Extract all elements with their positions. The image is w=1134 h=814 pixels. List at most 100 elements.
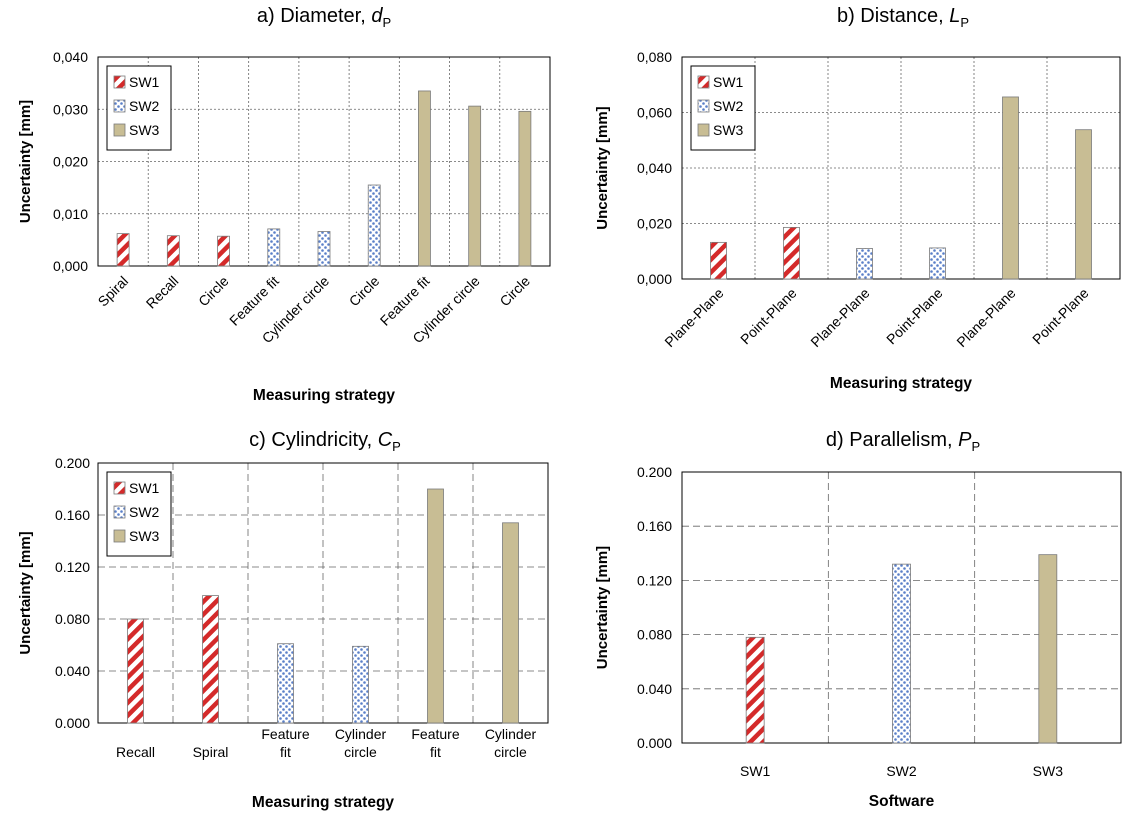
legend-swatch-sw2 xyxy=(697,99,710,113)
y-tick-label: 0,040 xyxy=(53,49,88,65)
category-label: Circle xyxy=(195,273,232,310)
y-tick-label: 0.000 xyxy=(55,715,90,731)
bar-c-5 xyxy=(502,522,519,724)
bar-b-4 xyxy=(1002,96,1019,280)
bar-c-3 xyxy=(352,645,369,724)
category-label: Feature xyxy=(261,726,309,742)
category-label: Plane-Plane xyxy=(661,285,726,350)
legend: SW1 SW2 SW3 xyxy=(106,471,172,557)
y-tick-label: 0,020 xyxy=(637,216,672,232)
legend-swatch-sw1 xyxy=(113,75,126,89)
x-axis-label: Measuring strategy xyxy=(252,794,395,811)
y-tick-label: 0.120 xyxy=(55,559,90,575)
category-label: Plane-Plane xyxy=(953,285,1018,350)
legend-swatch-sw1 xyxy=(697,75,710,89)
chart-title-subscript: P xyxy=(392,439,401,454)
chart-title-subscript: P xyxy=(971,439,980,454)
bar-a-7 xyxy=(468,105,482,267)
bar-d-1 xyxy=(892,563,911,744)
y-tick-label: 0.080 xyxy=(55,611,90,627)
bar-b-1 xyxy=(783,226,800,280)
category-label: Circle xyxy=(346,273,383,310)
legend-label: SW3 xyxy=(713,122,744,138)
category-label: SW3 xyxy=(1033,763,1064,779)
chart-title-subscript: P xyxy=(960,15,969,30)
y-tick-label: 0.160 xyxy=(55,507,90,523)
legend-label: SW1 xyxy=(129,480,160,496)
legend-swatch-sw1 xyxy=(113,481,126,495)
chart-title: d) Parallelism, PP xyxy=(826,429,980,454)
chart-title-variable: d xyxy=(371,5,383,27)
category-label: Point-Plane xyxy=(737,285,800,348)
legend-label: SW2 xyxy=(129,98,160,114)
legend-swatch-sw3 xyxy=(113,123,126,137)
legend-swatch-sw3 xyxy=(697,123,710,137)
chart-title: a) Diameter, dP xyxy=(257,5,391,30)
legend-label: SW1 xyxy=(129,74,160,90)
category-label: circle xyxy=(344,744,377,760)
legend-swatch-sw2 xyxy=(113,505,126,519)
y-tick-label: 0,060 xyxy=(637,105,672,121)
chart-panel-a: 0,000 0,010 0,020 0,030 0,040 Spiral Recall Cir… xyxy=(17,5,551,404)
chart-title: b) Distance, LP xyxy=(837,5,969,30)
category-label: Point-Plane xyxy=(1029,285,1092,348)
y-tick-label: 0.200 xyxy=(637,464,672,480)
category-label: Feature xyxy=(411,726,459,742)
y-tick-label: 0.080 xyxy=(637,627,672,643)
y-axis-label: Uncertainty [mm] xyxy=(594,546,611,669)
y-axis-label: Uncertainty [mm] xyxy=(594,106,611,229)
chart-title-text: d) Parallelism, xyxy=(826,429,958,451)
chart-title-text: b) Distance, xyxy=(837,5,949,27)
category-label: SW1 xyxy=(740,763,771,779)
y-tick-label: 0,000 xyxy=(53,258,88,274)
legend-swatch-sw2 xyxy=(113,99,126,113)
y-tick-label: 0,030 xyxy=(53,101,88,117)
bar-c-4 xyxy=(427,488,444,724)
legend-label: SW2 xyxy=(129,504,160,520)
category-label: SW2 xyxy=(886,763,917,779)
legend-swatch-sw3 xyxy=(113,529,126,543)
bar-b-3 xyxy=(929,247,946,280)
legend-label: SW1 xyxy=(713,74,744,90)
bar-c-0 xyxy=(127,618,144,724)
y-tick-label: 0.000 xyxy=(637,735,672,751)
y-tick-label: 0.040 xyxy=(637,681,672,697)
y-axis-label: Uncertainty [mm] xyxy=(17,531,34,654)
category-label: Spiral xyxy=(95,273,132,310)
chart-title-text: a) Diameter, xyxy=(257,5,371,27)
bar-c-2 xyxy=(277,643,294,724)
bar-a-0 xyxy=(116,233,130,267)
category-label: Cylinder xyxy=(485,726,537,742)
y-tick-label: 0,040 xyxy=(637,160,672,176)
plot-frame xyxy=(681,56,1121,280)
chart-panel-c: 0.000 0.040 0.080 0.120 0.160 0.200 Recall Spir… xyxy=(17,429,549,811)
category-label: Cylinder xyxy=(335,726,387,742)
y-tick-label: 0,010 xyxy=(53,206,88,222)
category-label: fit xyxy=(430,744,441,760)
bar-b-0 xyxy=(710,241,727,280)
x-axis-label: Measuring strategy xyxy=(253,387,396,404)
chart-title: c) Cylindricity, CP xyxy=(249,429,401,454)
category-label: circle xyxy=(494,744,527,760)
legend-label: SW3 xyxy=(129,528,160,544)
category-label: Spiral xyxy=(193,744,229,760)
bar-a-6 xyxy=(418,90,431,267)
chart-title-text: c) Cylindricity, xyxy=(249,429,378,451)
category-label: Circle xyxy=(496,273,533,310)
y-tick-label: 0.120 xyxy=(637,572,672,588)
x-axis-label: Measuring strategy xyxy=(830,375,973,392)
x-axis-label: Software xyxy=(869,793,935,810)
legend-label: SW3 xyxy=(129,122,160,138)
legend: SW1 SW2 SW3 xyxy=(106,65,172,151)
chart-title-variable: C xyxy=(378,429,393,451)
chart-panel-d: 0.000 0.040 0.080 0.120 0.160 0.200 SW1 SW2 SW3 U… xyxy=(594,429,1122,810)
y-tick-label: 0,000 xyxy=(637,271,672,287)
chart-title-variable: L xyxy=(949,5,960,27)
bar-a-4 xyxy=(317,231,331,267)
category-label: Recall xyxy=(143,273,182,312)
bar-d-2 xyxy=(1038,554,1058,744)
bar-b-5 xyxy=(1075,129,1092,280)
y-tick-label: 0.200 xyxy=(55,455,90,471)
chart-title-variable: P xyxy=(958,429,972,451)
